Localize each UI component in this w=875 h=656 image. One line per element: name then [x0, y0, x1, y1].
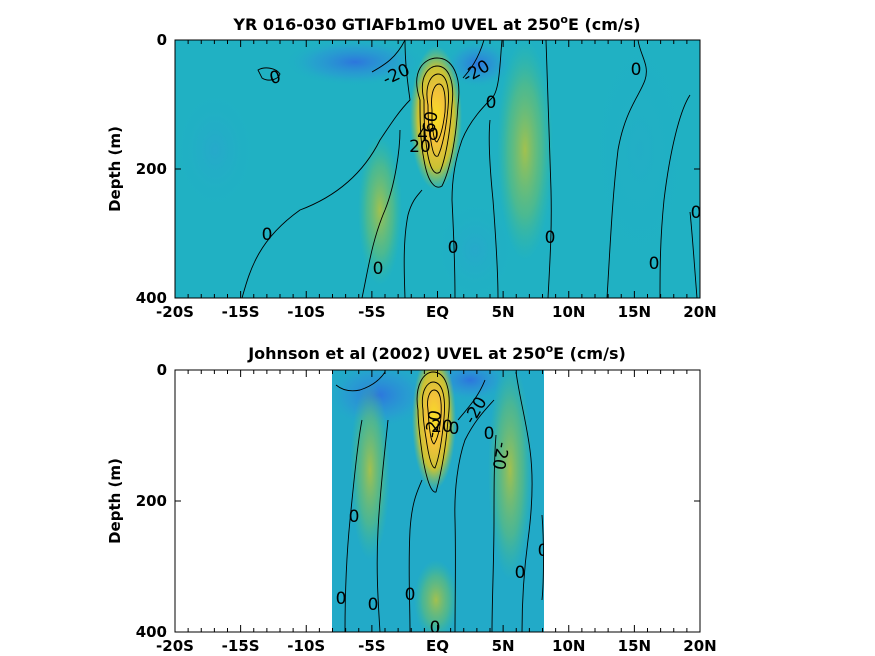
- top-contour-zero-g: [606, 40, 647, 298]
- bottom-clabel: 0: [449, 419, 460, 439]
- top-clabel: 60: [419, 110, 442, 135]
- top-x-tick-label: -10S: [287, 303, 325, 321]
- top-contour-euc-2: [422, 65, 454, 174]
- bottom-y-tick-label: 200: [136, 492, 167, 510]
- top-ylabel: Depth (m): [106, 126, 124, 212]
- top-x-tick-label: EQ: [426, 303, 449, 321]
- top-contour-zero-f: [545, 40, 552, 298]
- top-clabel: 0: [649, 254, 660, 274]
- top-x-tick-label: -15S: [222, 303, 260, 321]
- top-x-tick-label: -20S: [156, 303, 194, 321]
- bottom-y-tick-label: 400: [136, 623, 167, 641]
- top-x-tick-label: 10N: [552, 303, 585, 321]
- top-y-tick-label: 200: [136, 160, 167, 178]
- top-x-tick-label: 15N: [618, 303, 651, 321]
- bottom-sscc: [350, 380, 390, 560]
- bottom-heatmap: -20 20 -20 -20 0 0 0 0 0 0 0 0 0: [332, 370, 549, 638]
- top-sscc: [358, 135, 402, 285]
- bottom-x-tick-label: 5N: [492, 637, 515, 655]
- top-title: YR 016-030 GTIAFb1m0 UVEL at 250oE (cm/s…: [232, 13, 640, 34]
- bottom-clabel: 0: [349, 507, 360, 527]
- top-nscc: [497, 40, 553, 260]
- bottom-clabel: 0: [405, 585, 416, 605]
- top-clabel: 0: [486, 93, 497, 113]
- top-x-tick-label: 5N: [492, 303, 515, 321]
- bottom-contour-neg20-a: [335, 371, 386, 392]
- top-clabel: 0: [448, 238, 459, 258]
- top-y-tick-label: 0: [157, 31, 167, 49]
- top-clabel: 0: [691, 203, 702, 223]
- top-clabel: 0: [373, 259, 384, 279]
- bottom-clabel: 0: [538, 541, 549, 561]
- bottom-contour-zero-f: [515, 371, 533, 632]
- top-east-band: [585, 40, 695, 280]
- bottom-contour-zero-b: [376, 419, 389, 632]
- bottom-contour-euc-3: [427, 389, 442, 445]
- top-contour-zero-a: [241, 40, 411, 298]
- top-contour-euc-3: [426, 73, 449, 157]
- top-contour-euc-4: [431, 83, 446, 143]
- top-contour-zero-b: [361, 129, 401, 298]
- top-contour-labels: 0 -20 -20 0 0 0 0 0 0 0 0 60 40 20: [262, 56, 702, 279]
- bottom-x-tick-label: -15S: [222, 637, 260, 655]
- bottom-y-tick-label: 0: [157, 361, 167, 379]
- top-contour-neg20-b: [462, 40, 485, 79]
- top-sec-north: [444, 40, 512, 88]
- top-contour-neg20-a: [371, 40, 406, 73]
- top-westward-south: [175, 90, 255, 210]
- top-contour-zero-i: [689, 211, 698, 298]
- bottom-clabel: 0: [484, 424, 495, 444]
- bottom-x-tick-label: -10S: [287, 637, 325, 655]
- bottom-deep-warm: [414, 560, 458, 632]
- top-clabel: 0: [267, 67, 283, 89]
- top-contour-zero-d: [451, 40, 503, 298]
- top-contour-euc-outer: [416, 57, 460, 188]
- bottom-clabel: -20: [488, 440, 513, 471]
- top-contour-zero-e: [488, 119, 499, 298]
- bottom-contour-zero-d: [454, 399, 495, 632]
- top-x-tick-label: 20N: [683, 303, 716, 321]
- bottom-contour-neg20-b: [457, 379, 486, 421]
- bottom-x-tick-label: 20N: [683, 637, 716, 655]
- bottom-clabel: 0: [336, 589, 347, 609]
- top-x-tick-label: -5S: [358, 303, 385, 321]
- top-contour-zero-c: [403, 189, 423, 298]
- bottom-contour-euc-2: [421, 381, 445, 469]
- bottom-contour-zero-e: [491, 434, 497, 632]
- top-clabel: 20: [409, 137, 431, 157]
- top-sec-south: [285, 40, 425, 86]
- bottom-clabel: -20: [422, 409, 447, 440]
- top-contour-zero-h: [659, 94, 691, 298]
- top-contour-zero-loop: [257, 67, 281, 81]
- bottom-x-tick-label: 10N: [552, 637, 585, 655]
- top-clabel: 40: [417, 125, 439, 145]
- top-panel: YR 016-030 GTIAFb1m0 UVEL at 250oE (cm/s…: [106, 13, 717, 321]
- bottom-contour-zero-a: [344, 419, 363, 632]
- bottom-panel: Johnson et al (2002) UVEL at 250oE (cm/s…: [106, 342, 717, 655]
- bottom-clabel: 0: [515, 563, 526, 583]
- bottom-x-tick-label: 15N: [618, 637, 651, 655]
- top-y-tick-label: 400: [136, 289, 167, 307]
- top-clabel: 0: [262, 225, 273, 245]
- bottom-x-tick-label: -5S: [358, 637, 385, 655]
- bottom-contour-zero-g: [541, 514, 544, 601]
- bottom-x-tick-label: EQ: [426, 637, 449, 655]
- bottom-contour-labels: -20 20 -20 -20 0 0 0 0 0 0 0 0 0: [336, 393, 549, 638]
- bottom-x-tick-label: -20S: [156, 637, 194, 655]
- bottom-clabel: 0: [430, 618, 441, 638]
- top-clabel: 0: [545, 228, 556, 248]
- bottom-ylabel: Depth (m): [106, 458, 124, 544]
- bottom-contour-zero-c: [408, 479, 423, 632]
- bottom-nscc: [488, 370, 532, 580]
- bottom-clabel: 20: [431, 417, 453, 437]
- top-clabel: 0: [631, 60, 642, 80]
- bottom-contour-euc-outer: [416, 371, 450, 493]
- bottom-clabel: 0: [368, 595, 379, 615]
- bottom-title: Johnson et al (2002) UVEL at 250oE (cm/s…: [247, 342, 626, 363]
- top-heatmap: 0 -20 -20 0 0 0 0 0 0 0 0 60 40 20: [175, 40, 702, 298]
